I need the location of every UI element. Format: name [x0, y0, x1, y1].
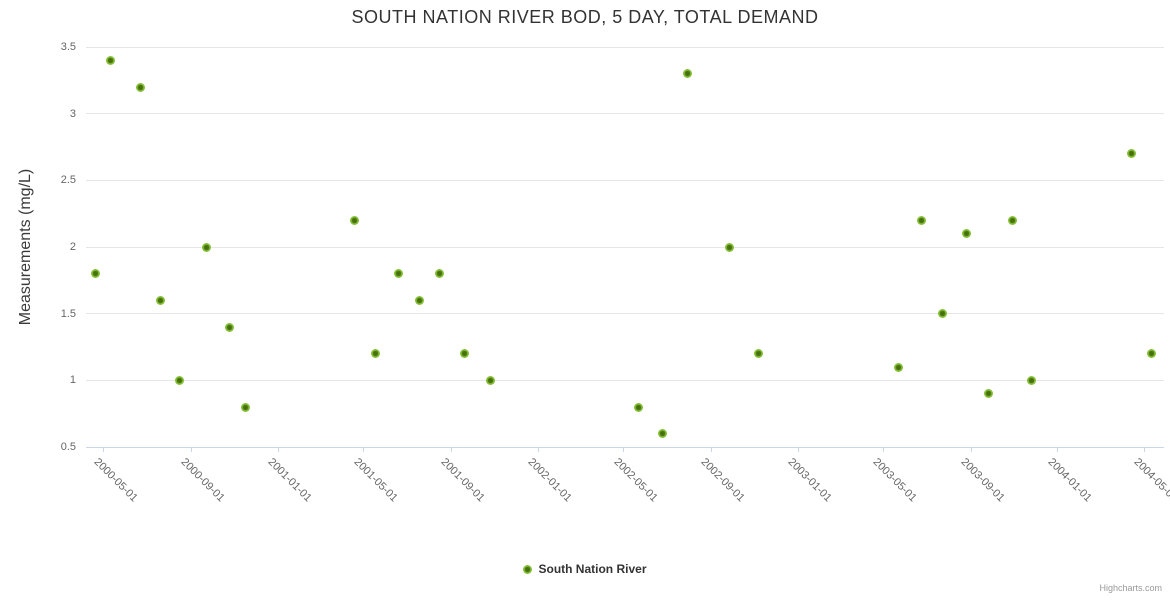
data-point[interactable]	[414, 295, 424, 305]
data-point[interactable]	[349, 215, 359, 225]
x-axis-label: 2001-01-01	[265, 456, 315, 505]
x-axis-tick	[450, 447, 452, 452]
data-point[interactable]	[90, 269, 100, 279]
y-gridline	[86, 46, 1164, 48]
y-gridline	[86, 246, 1164, 248]
y-axis-label: 2.5	[60, 174, 76, 187]
x-axis-label: 2003-05-01	[870, 456, 920, 505]
y-axis-label: 1.5	[60, 307, 76, 320]
x-axis-tick	[103, 447, 105, 452]
x-axis-tick	[797, 447, 799, 452]
x-axis-label: 2000-05-01	[91, 456, 140, 505]
y-gridline	[86, 313, 1164, 315]
highcharts-credits-link[interactable]: Highcharts.com	[1099, 583, 1162, 593]
x-axis-line	[86, 446, 1164, 448]
data-point[interactable]	[106, 55, 116, 65]
x-axis-label: 2003-09-01	[958, 456, 1007, 505]
x-axis-label: 2002-05-01	[611, 456, 660, 505]
x-axis-label: 2002-09-01	[698, 456, 747, 505]
data-point[interactable]	[1147, 349, 1157, 359]
legend-label: South Nation River	[538, 562, 647, 576]
data-point[interactable]	[460, 349, 470, 359]
data-point[interactable]	[1027, 375, 1037, 385]
y-gridline	[86, 113, 1164, 115]
x-axis-tick	[277, 447, 279, 452]
x-axis-tick	[882, 447, 884, 452]
data-point[interactable]	[917, 215, 927, 225]
x-axis-tick	[1143, 447, 1145, 452]
y-axis-label: 3.5	[60, 41, 76, 53]
y-axis-label: 3	[69, 107, 76, 120]
data-point[interactable]	[753, 349, 763, 359]
data-point[interactable]	[485, 375, 495, 385]
data-point[interactable]	[435, 269, 445, 279]
x-axis-tick	[190, 447, 192, 452]
x-axis-label: 2003-01-01	[785, 456, 834, 505]
data-point[interactable]	[240, 402, 250, 412]
x-axis-tick	[710, 447, 712, 452]
x-axis-label: 2004-01-01	[1045, 456, 1094, 505]
data-point[interactable]	[370, 349, 380, 359]
x-axis-tick	[1057, 447, 1059, 452]
data-point[interactable]	[1127, 149, 1137, 159]
data-point[interactable]	[938, 309, 948, 319]
data-point[interactable]	[893, 362, 903, 372]
data-point[interactable]	[201, 242, 211, 252]
x-axis-tick	[537, 447, 539, 452]
data-point[interactable]	[136, 82, 146, 92]
x-axis-tick	[623, 447, 625, 452]
x-axis-tick	[363, 447, 365, 452]
y-axis-label: 0.5	[60, 441, 76, 453]
data-point[interactable]	[225, 322, 235, 332]
data-point[interactable]	[174, 375, 184, 385]
data-point[interactable]	[683, 69, 693, 79]
x-axis-label: 2002-01-01	[525, 456, 574, 505]
x-axis-label: 2001-09-01	[438, 456, 488, 505]
x-axis-label: 2004-05-01	[1131, 456, 1170, 505]
legend: South Nation River	[0, 562, 1170, 576]
data-point[interactable]	[983, 389, 993, 399]
legend-item-south-nation-river[interactable]: South Nation River	[523, 562, 647, 576]
data-point[interactable]	[658, 429, 668, 439]
y-gridline	[86, 379, 1164, 381]
data-point[interactable]	[725, 242, 735, 252]
x-axis-label: 2000-09-01	[178, 456, 228, 505]
legend-marker-icon	[523, 564, 533, 574]
y-axis-label: 2	[69, 241, 76, 253]
data-point[interactable]	[962, 229, 972, 239]
data-point[interactable]	[156, 295, 166, 305]
y-axis-label: 1	[69, 374, 76, 387]
data-point[interactable]	[1007, 215, 1017, 225]
y-gridline	[86, 179, 1164, 181]
x-axis-label: 2001-05-01	[351, 456, 400, 505]
chart-title: SOUTH NATION RIVER BOD, 5 DAY, TOTAL DEM…	[351, 7, 819, 27]
data-point[interactable]	[394, 269, 404, 279]
data-point[interactable]	[634, 402, 644, 412]
x-axis-tick	[970, 447, 972, 452]
